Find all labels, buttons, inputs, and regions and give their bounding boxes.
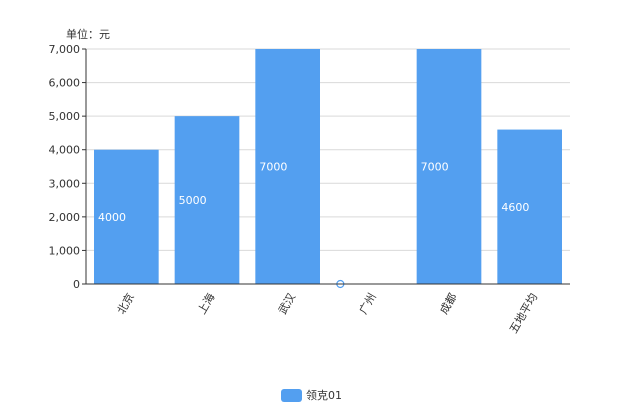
bar [174,116,240,285]
x-tick-label: 北京 [114,291,137,317]
legend-label: 领克01 [306,389,342,402]
x-tick-label: 武汉 [276,291,298,317]
x-tick-label: 上海 [194,291,217,317]
y-tick-label: 0 [73,278,80,291]
y-tick-label: 6,000 [49,77,81,90]
legend-swatch [281,388,302,402]
data-label: 4000 [98,211,126,224]
y-tick-label: 7,000 [49,43,81,56]
y-tick-label: 4,000 [49,144,81,157]
bar [94,149,159,284]
x-tick-label: 广州 [357,291,379,317]
bar [497,129,562,284]
y-tick-label: 5,000 [49,110,81,123]
x-tick-label: 成都 [437,291,459,317]
data-label: 7000 [421,161,449,174]
bar [255,49,320,284]
y-tick-label: 2,000 [49,211,81,224]
y-tick-label: 3,000 [49,177,81,190]
legend-item[interactable]: 领克01 [281,387,342,403]
data-label: 5000 [179,194,207,207]
data-label: 4600 [501,201,529,214]
x-tick-label: 五地平均 [507,291,540,336]
bar [416,49,482,284]
y-tick-label: 1,000 [49,244,81,257]
unit-label: 单位：元 [66,28,110,41]
data-label: 7000 [259,161,287,174]
